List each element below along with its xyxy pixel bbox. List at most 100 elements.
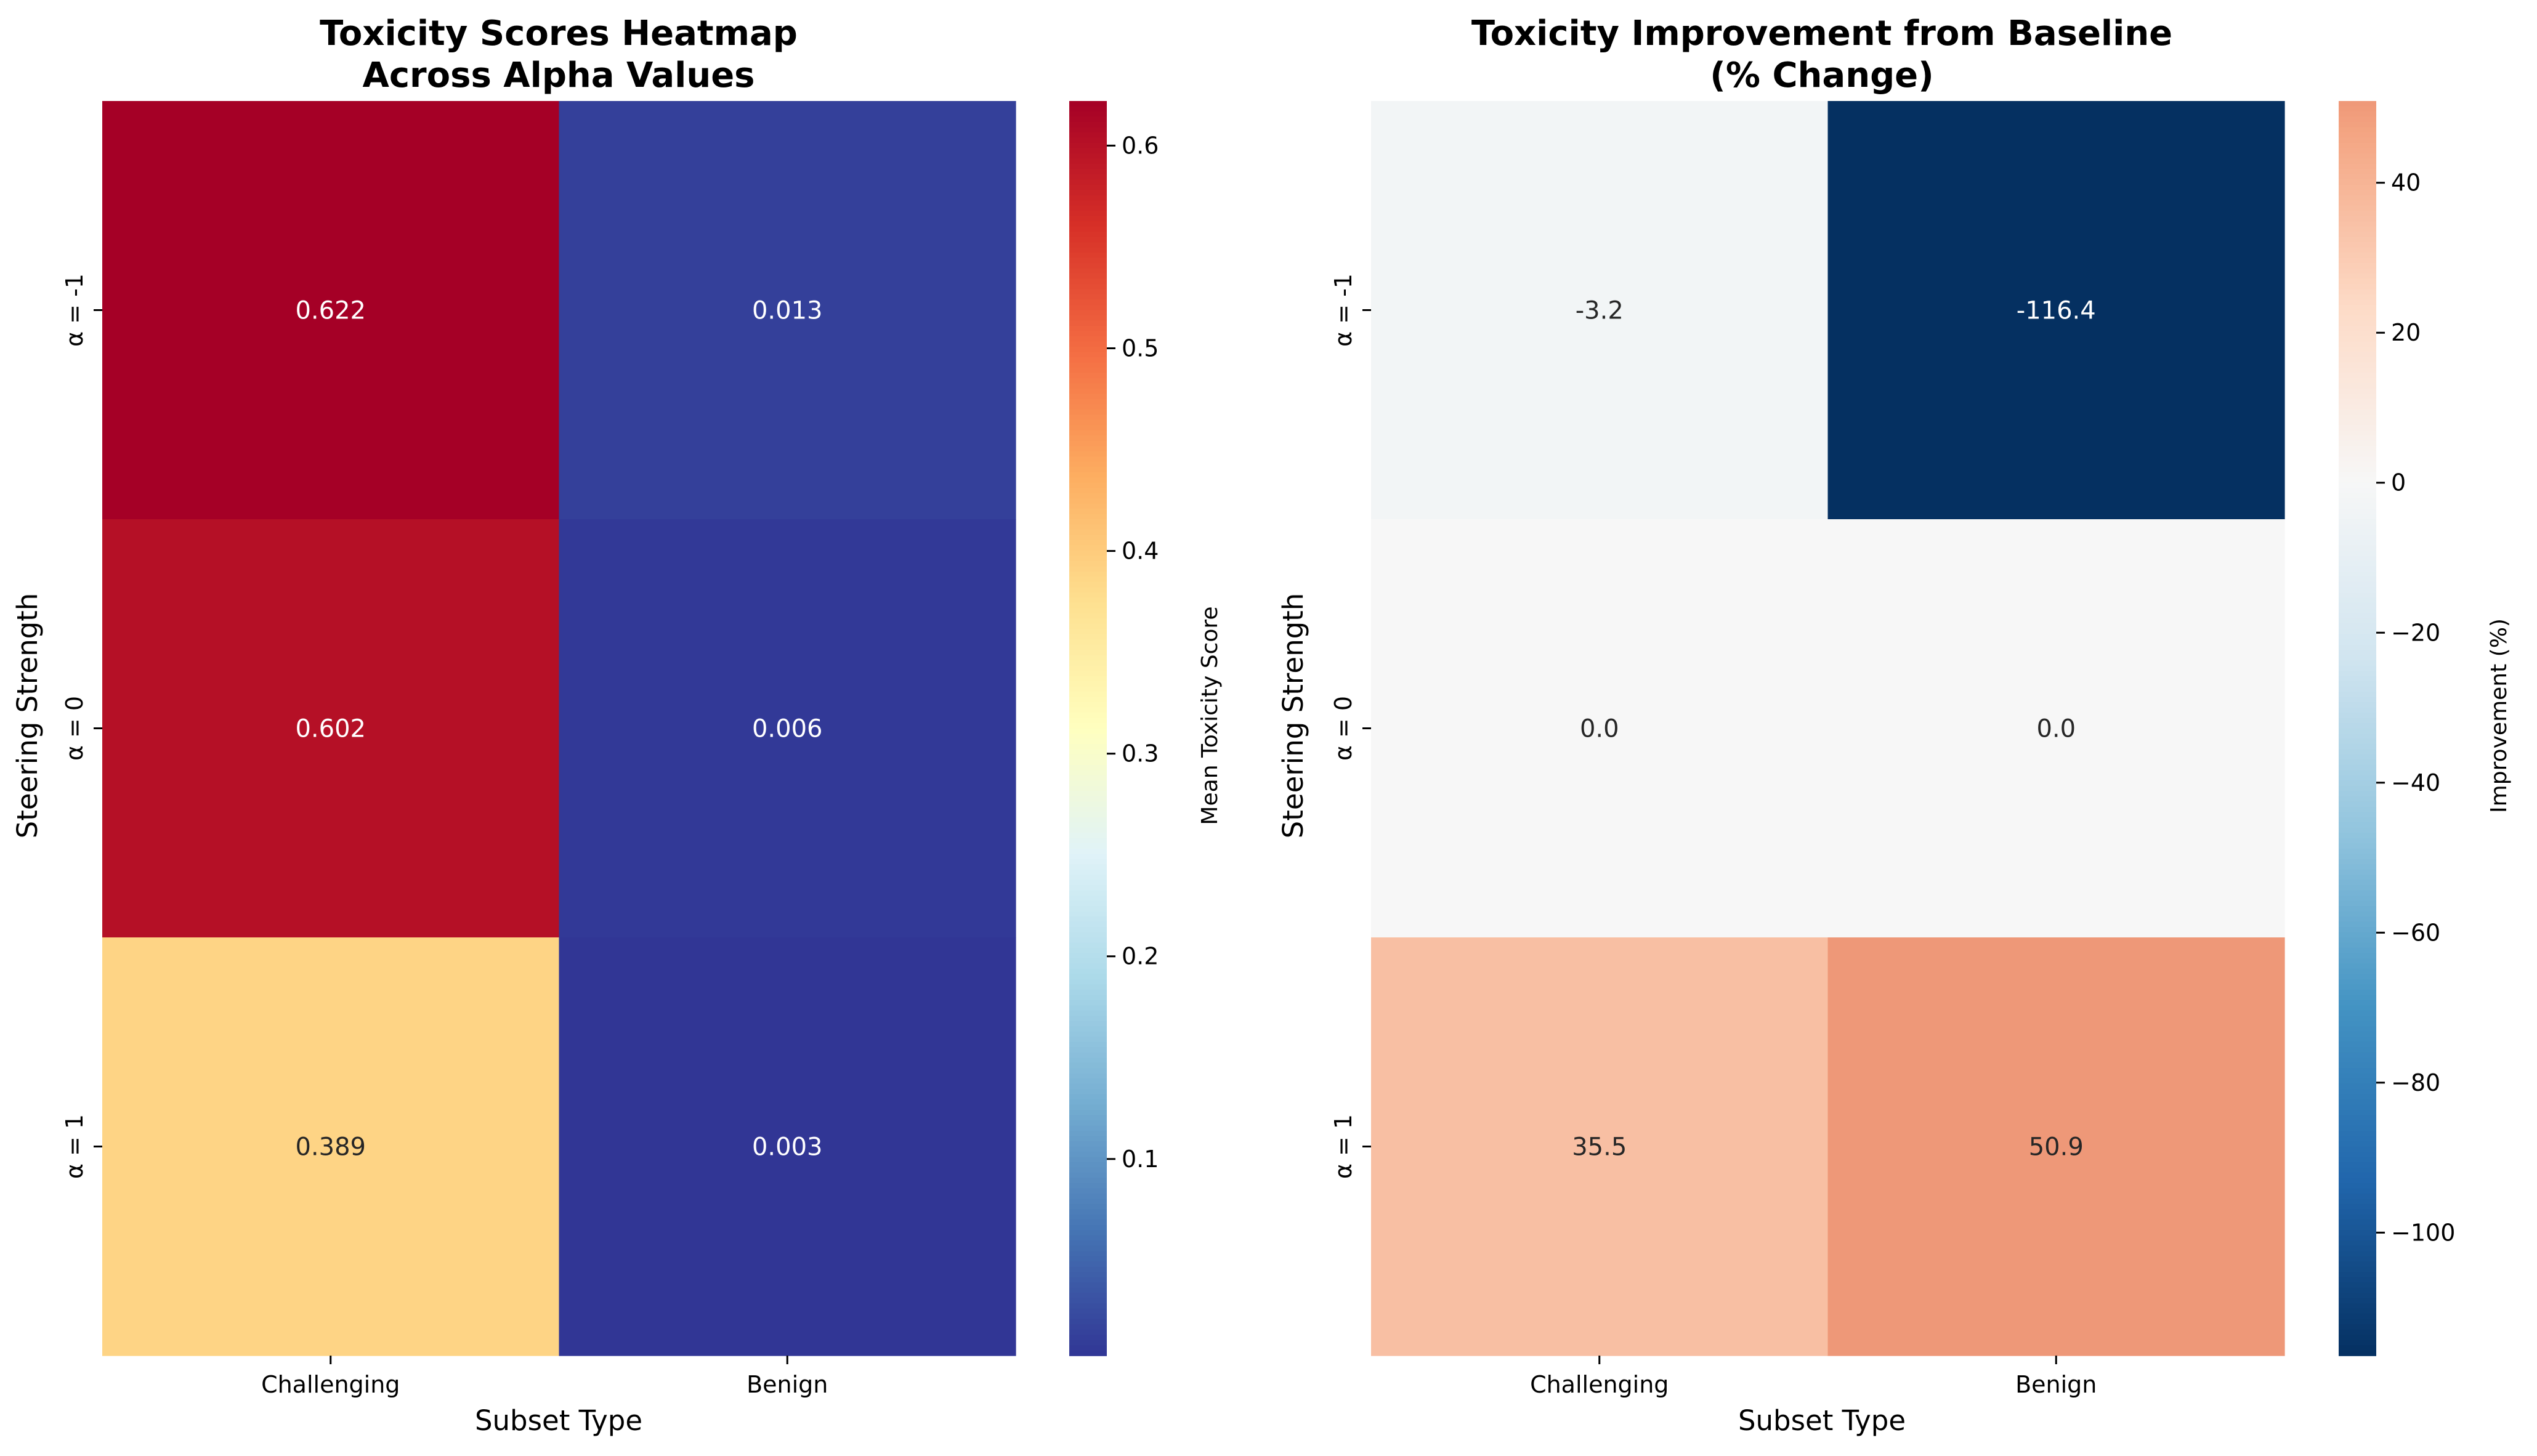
colorbar-segment	[2339, 388, 2376, 395]
colorbar-segment	[1069, 963, 1107, 969]
colorbar-segment	[1069, 1068, 1107, 1074]
colorbar-segment	[2339, 791, 2376, 797]
x-tick-label: Challenging	[261, 1371, 400, 1398]
colorbar-segment	[2339, 937, 2376, 944]
colorbar-segment	[2339, 953, 2376, 959]
colorbar-segment	[1069, 713, 1107, 719]
colorbar-segment	[2339, 780, 2376, 787]
colorbar-segment	[1069, 927, 1107, 933]
colorbar-segment	[1069, 456, 1107, 463]
colorbar-segment	[2339, 121, 2376, 128]
colorbar-segment	[1069, 142, 1107, 149]
colorbar-segment	[1069, 550, 1107, 557]
colorbar-segment	[2339, 435, 2376, 442]
colorbar-segment	[1069, 958, 1107, 965]
colorbar-segment	[1069, 707, 1107, 713]
colorbar-segment	[1069, 1083, 1107, 1090]
colorbar-segment	[1069, 1230, 1107, 1236]
colorbar-segment	[2339, 854, 2376, 860]
colorbar-segment	[2339, 1209, 2376, 1215]
colorbar-segment	[2339, 1224, 2376, 1231]
colorbar-segment	[2339, 566, 2376, 572]
colorbar-segment	[2339, 331, 2376, 337]
colorbar-segment	[2339, 137, 2376, 144]
colorbar-segment	[1069, 1151, 1107, 1158]
colorbar-segment	[1069, 1099, 1107, 1106]
colorbar-segment	[2339, 812, 2376, 818]
colorbar-segment	[2339, 336, 2376, 342]
colorbar-segment	[2339, 927, 2376, 933]
colorbar-segment	[1069, 900, 1107, 907]
colorbar-segment	[2339, 692, 2376, 698]
colorbar-segment	[1069, 398, 1107, 405]
heatmap-cell	[1371, 101, 1829, 520]
colorbar-segment	[2339, 1136, 2376, 1142]
x-axis-ticks: Challenging Benign	[1530, 1356, 2097, 1398]
colorbar-segment	[1069, 728, 1107, 734]
colorbar-segment	[1069, 801, 1107, 807]
colorbar-tick-label: 0.2	[1122, 943, 1159, 970]
colorbar-segment	[2339, 1324, 2376, 1330]
colorbar-segment	[1069, 362, 1107, 368]
colorbar-tick-label: 20	[2391, 319, 2421, 346]
colorbar-segment	[2339, 232, 2376, 238]
colorbar-segment	[1069, 1115, 1107, 1121]
colorbar-segment	[1069, 1041, 1107, 1048]
colorbar-segment	[2339, 947, 2376, 954]
colorbar-segment	[2339, 1277, 2376, 1283]
colorbar-segment	[2339, 142, 2376, 149]
colorbar-segment	[1069, 1329, 1107, 1335]
colorbar-segment	[1069, 571, 1107, 578]
colorbar-segment	[2339, 163, 2376, 170]
cell-value-label: 0.0	[2036, 715, 2076, 743]
colorbar-segment	[1069, 310, 1107, 316]
colorbar-segment	[2339, 493, 2376, 499]
colorbar-segment	[1069, 822, 1107, 828]
colorbar-segment	[1069, 723, 1107, 729]
colorbar-segment	[1069, 415, 1107, 421]
colorbar-segment	[1069, 184, 1107, 191]
colorbar-segment	[1069, 1021, 1107, 1027]
colorbar-segment	[2339, 127, 2376, 133]
colorbar-segment	[1069, 953, 1107, 959]
colorbar-segment	[2339, 1010, 2376, 1017]
cell-value-label: 0.602	[295, 715, 366, 743]
colorbar-segment	[1069, 242, 1107, 248]
colorbar-segment	[1069, 875, 1107, 881]
colorbar-segment	[2339, 352, 2376, 358]
colorbar-segment	[1069, 812, 1107, 818]
colorbar-segment	[1069, 1131, 1107, 1137]
colorbar-segment	[2339, 415, 2376, 421]
colorbar-segment	[2339, 268, 2376, 274]
colorbar-segment	[1069, 503, 1107, 509]
colorbar-segment	[1069, 592, 1107, 599]
colorbar-segment	[1069, 780, 1107, 787]
colorbar-segment	[2339, 639, 2376, 645]
colorbar-segment	[1069, 1146, 1107, 1152]
colorbar-segment	[1069, 775, 1107, 782]
colorbar-segment	[1069, 367, 1107, 374]
colorbar-segment	[2339, 838, 2376, 844]
colorbar-segment	[2339, 859, 2376, 865]
colorbar-segment	[2339, 1314, 2376, 1320]
colorbar-segment	[1069, 634, 1107, 641]
colorbar-segment	[1069, 733, 1107, 740]
colorbar-segment	[1069, 1324, 1107, 1330]
colorbar-segment	[1069, 718, 1107, 724]
colorbar-segment	[1069, 566, 1107, 572]
colorbar-segment	[1069, 226, 1107, 232]
colorbar-segment	[1069, 493, 1107, 499]
colorbar-segment	[2339, 1172, 2376, 1179]
colorbar-segment	[1069, 320, 1107, 326]
colorbar-segment	[2339, 461, 2376, 467]
heatmap-cell	[102, 937, 560, 1356]
colorbar-segment	[2339, 629, 2376, 635]
chart-title-line-1: Toxicity Improvement from Baseline	[1471, 14, 2172, 54]
colorbar-segment	[1069, 221, 1107, 227]
colorbar-segment	[2339, 1104, 2376, 1110]
colorbar-segment	[1069, 1188, 1107, 1194]
x-tick-label: Benign	[2015, 1371, 2097, 1398]
colorbar-label: Improvement (%)	[2486, 618, 2512, 813]
colorbar-segment	[1069, 148, 1107, 154]
colorbar-segment	[2339, 613, 2376, 620]
